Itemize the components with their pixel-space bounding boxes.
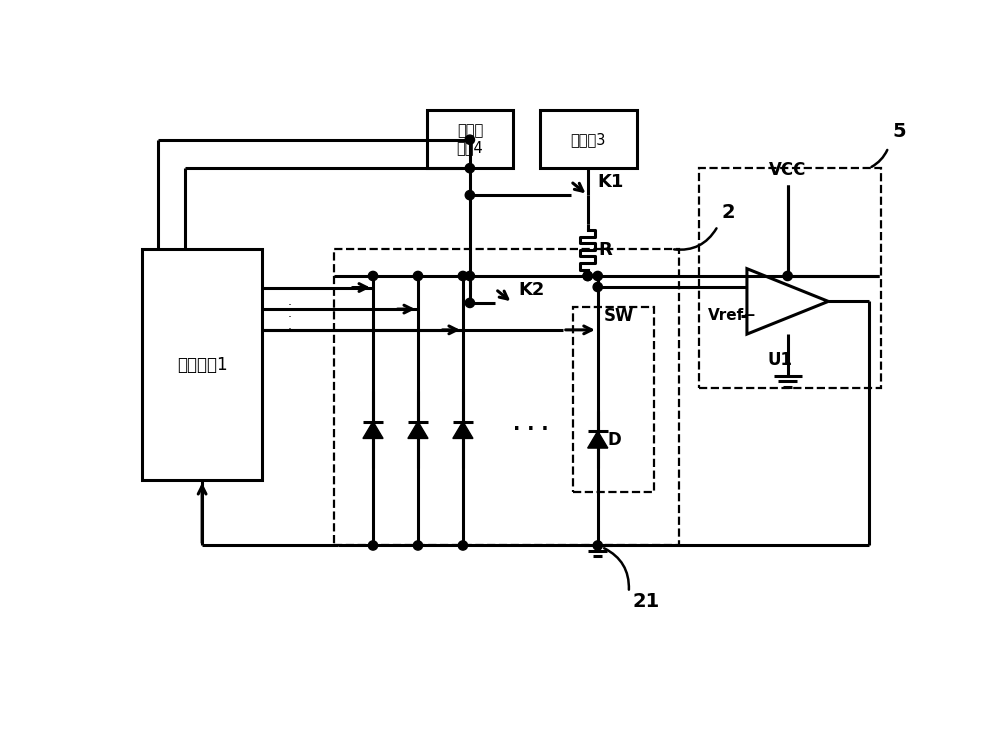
Circle shape [368,541,378,550]
Text: VCC: VCC [769,161,806,179]
Text: U1: U1 [767,351,792,369]
Text: K1: K1 [597,173,623,191]
Text: R: R [599,241,612,258]
Circle shape [465,190,475,199]
Circle shape [458,271,468,281]
Bar [142,249,262,480]
Circle shape [413,271,423,281]
Bar [540,111,637,168]
Circle shape [783,271,792,281]
Text: 高压电
源瀃4: 高压电 源瀃4 [456,123,483,155]
Circle shape [593,282,602,291]
Circle shape [465,135,475,144]
Polygon shape [588,431,608,448]
Text: 电源瀃3: 电源瀃3 [570,131,606,147]
Bar [334,249,679,545]
Circle shape [368,271,378,281]
Text: 21: 21 [633,592,660,611]
Text: D: D [607,430,621,449]
Text: 主控电路1: 主控电路1 [177,356,227,374]
Circle shape [593,271,602,281]
Bar [427,111,512,168]
Circle shape [465,271,475,281]
Polygon shape [453,421,473,438]
Polygon shape [363,421,383,438]
Text: Vref−: Vref− [708,309,757,323]
Circle shape [593,541,602,550]
Text: SW: SW [604,307,634,325]
Circle shape [583,271,592,281]
Text: 2: 2 [722,203,735,222]
Text: K2: K2 [519,281,545,299]
Text: 5: 5 [892,123,906,141]
Circle shape [465,298,475,308]
Bar [698,168,881,388]
Circle shape [465,164,475,173]
Bar [573,307,654,492]
Polygon shape [408,421,428,438]
Circle shape [583,271,592,281]
Circle shape [458,541,468,550]
Circle shape [413,541,423,550]
Text: ·
·
·: · · · [287,300,291,336]
Text: · · ·: · · · [513,421,548,439]
